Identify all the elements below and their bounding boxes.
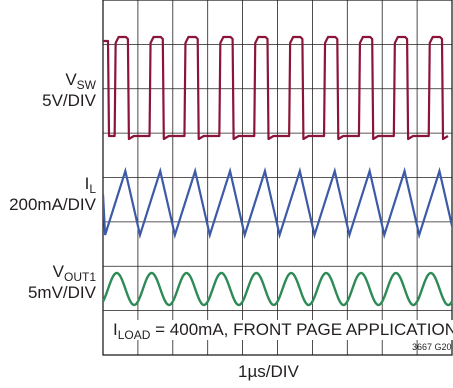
- vout1-subscript: OUT1: [63, 270, 96, 284]
- annotation-text: = 400mA, FRONT PAGE APPLICATION: [150, 320, 453, 339]
- il-subscript: L: [89, 182, 96, 196]
- label-il: IL 200mA/DIV: [9, 174, 96, 214]
- trace-il-line: [103, 166, 452, 240]
- x-axis-label: 1µs/DIV: [238, 362, 299, 381]
- figure-id: 3667 G20: [412, 342, 452, 352]
- trace-vout1-line: [101, 271, 453, 307]
- annotation-subscript: LOAD: [117, 328, 151, 342]
- trace-vsw: [103, 35, 449, 141]
- load-annotation: ILOAD = 400mA, FRONT PAGE APPLICATION: [111, 320, 453, 342]
- trace-vout1: [101, 271, 453, 307]
- label-vout1: VOUT1 5mV/DIV: [28, 262, 96, 302]
- trace-vsw-line: [103, 35, 449, 141]
- vsw-scale: 5V/DIV: [42, 91, 96, 110]
- vsw-subscript: SW: [76, 78, 96, 92]
- label-vsw: VSW 5V/DIV: [42, 70, 96, 110]
- trace-il: [103, 166, 452, 240]
- annotation-symbol: I: [113, 320, 118, 339]
- vout1-symbol: V: [52, 262, 64, 281]
- il-symbol: I: [84, 174, 90, 193]
- il-scale: 200mA/DIV: [9, 195, 96, 214]
- vsw-symbol: V: [65, 70, 77, 89]
- vout1-scale: 5mV/DIV: [27, 283, 96, 302]
